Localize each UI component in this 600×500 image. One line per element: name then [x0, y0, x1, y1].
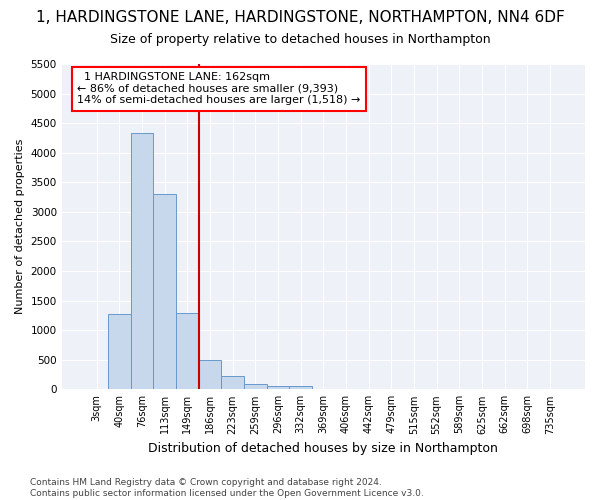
Text: 1, HARDINGSTONE LANE, HARDINGSTONE, NORTHAMPTON, NN4 6DF: 1, HARDINGSTONE LANE, HARDINGSTONE, NORT… — [35, 10, 565, 25]
Bar — [244, 384, 266, 390]
Bar — [266, 386, 289, 390]
X-axis label: Distribution of detached houses by size in Northampton: Distribution of detached houses by size … — [148, 442, 498, 455]
Y-axis label: Number of detached properties: Number of detached properties — [15, 139, 25, 314]
Text: Size of property relative to detached houses in Northampton: Size of property relative to detached ho… — [110, 32, 490, 46]
Bar — [154, 194, 176, 390]
Bar — [108, 314, 131, 390]
Bar — [199, 360, 221, 390]
Text: 1 HARDINGSTONE LANE: 162sqm
← 86% of detached houses are smaller (9,393)
14% of : 1 HARDINGSTONE LANE: 162sqm ← 86% of det… — [77, 72, 361, 106]
Bar — [289, 386, 312, 390]
Bar — [131, 133, 154, 390]
Bar — [176, 313, 199, 390]
Bar — [221, 376, 244, 390]
Text: Contains HM Land Registry data © Crown copyright and database right 2024.
Contai: Contains HM Land Registry data © Crown c… — [30, 478, 424, 498]
